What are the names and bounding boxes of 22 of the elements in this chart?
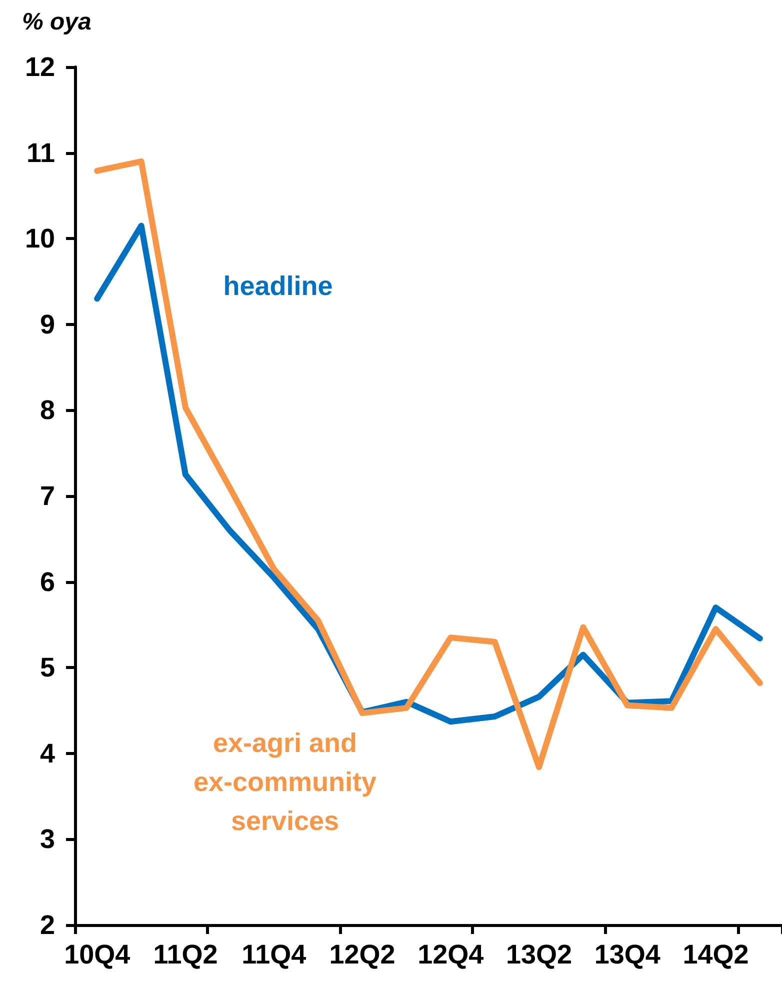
y-tick-label: 5 xyxy=(40,652,55,683)
y-axis-title: % oya xyxy=(22,8,92,36)
y-tick-label: 4 xyxy=(40,738,55,768)
x-tick-label: 11Q2 xyxy=(153,940,218,970)
y-tick-label: 6 xyxy=(40,566,55,597)
x-tick-label: 11Q4 xyxy=(242,940,306,970)
y-tick-label: 8 xyxy=(40,395,55,426)
series-label: ex-agri and ex-community services xyxy=(193,728,377,836)
y-tick-label: 2 xyxy=(40,910,55,940)
y-tick-label: 7 xyxy=(40,481,55,511)
y-tick-label: 12 xyxy=(24,52,55,82)
y-tick-label: 9 xyxy=(40,309,55,340)
x-tick-label: 12Q2 xyxy=(329,940,396,970)
y-tick-label: 3 xyxy=(40,824,55,854)
x-tick-label: 12Q4 xyxy=(418,940,484,970)
x-tick-label: 13Q4 xyxy=(594,940,660,970)
y-tick-label: 10 xyxy=(24,224,55,254)
text: headline xyxy=(223,271,333,301)
y-tick-label: 11 xyxy=(26,138,55,168)
x-tick-label: 13Q2 xyxy=(506,940,572,970)
x-tick-label: 14Q2 xyxy=(682,940,749,970)
x-tick-label: 10Q4 xyxy=(64,940,130,970)
